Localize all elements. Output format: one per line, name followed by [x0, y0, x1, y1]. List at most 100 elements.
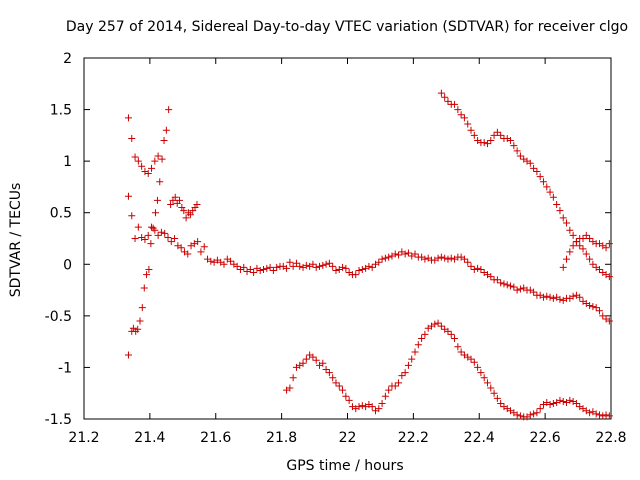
data-point — [256, 266, 264, 274]
data-point — [391, 382, 399, 390]
data-point — [447, 254, 455, 262]
data-point — [480, 139, 488, 147]
data-point — [549, 294, 557, 302]
y-tick-labels: -1.5 -1 -0.5 0 0.5 1 1.5 2 — [45, 51, 72, 428]
x-tick-labels: 21.2 21.4 21.6 21.8 22 22.2 22.4 22.6 22.8 — [68, 430, 626, 446]
data-point — [381, 392, 389, 400]
data-point — [579, 235, 587, 242]
data-point — [167, 200, 175, 208]
data-point — [395, 379, 403, 387]
x-tick-label: 22 — [339, 430, 357, 446]
series-0 — [124, 192, 613, 325]
data-point — [164, 233, 172, 241]
data-point — [182, 214, 190, 222]
data-point — [444, 255, 452, 263]
data-point — [385, 253, 393, 261]
data-point — [460, 114, 468, 122]
data-point — [260, 265, 268, 273]
data-point — [124, 351, 132, 359]
data-point — [566, 226, 574, 234]
data-point — [572, 400, 580, 408]
data-point — [144, 231, 152, 239]
data-point — [322, 365, 330, 373]
data-point — [582, 231, 590, 239]
data-point — [240, 263, 248, 271]
data-point — [329, 374, 337, 382]
data-point — [516, 152, 524, 160]
data-point — [180, 207, 188, 215]
data-point — [171, 235, 179, 242]
data-point — [441, 93, 449, 101]
data-point — [269, 266, 277, 274]
data-point — [151, 157, 159, 165]
series-4 — [437, 89, 613, 281]
data-point — [451, 100, 459, 108]
data-point — [157, 228, 165, 236]
data-point — [464, 120, 472, 128]
data-point — [526, 411, 534, 419]
data-point — [513, 411, 521, 419]
data-point — [375, 258, 383, 266]
data-point — [401, 369, 409, 377]
data-point — [605, 412, 613, 420]
data-point — [595, 265, 603, 273]
data-point — [339, 386, 347, 394]
data-point — [266, 263, 274, 271]
data-point — [375, 405, 383, 413]
data-point — [563, 255, 571, 263]
data-point — [207, 257, 215, 265]
data-point — [358, 265, 366, 273]
x-axis-label: GPS time / hours — [286, 458, 403, 474]
data-point — [418, 335, 426, 343]
data-point — [263, 264, 271, 272]
data-point — [339, 263, 347, 271]
data-point — [589, 260, 597, 268]
data-point — [493, 128, 501, 136]
data-point — [273, 263, 281, 271]
data-point — [153, 196, 161, 204]
data-point — [325, 259, 333, 267]
data-point — [421, 330, 429, 338]
data-point — [299, 359, 307, 367]
data-point — [147, 240, 155, 248]
data-point — [549, 400, 557, 408]
data-point — [572, 238, 580, 246]
data-point — [154, 231, 162, 239]
data-point — [227, 257, 235, 265]
data-point — [464, 258, 472, 266]
data-point — [309, 353, 317, 361]
data-point — [602, 244, 610, 252]
x-tick-label: 22.2 — [398, 430, 429, 446]
data-point — [156, 178, 164, 186]
data-point — [493, 394, 501, 402]
data-point — [124, 114, 132, 122]
data-point — [586, 409, 594, 417]
data-point — [444, 97, 452, 105]
data-point — [197, 248, 205, 256]
data-point — [589, 303, 597, 311]
data-point — [490, 131, 498, 139]
data-point — [335, 382, 343, 390]
data-point — [530, 288, 538, 296]
data-point — [497, 279, 505, 287]
data-point — [165, 106, 173, 114]
y-tick-label: -1 — [58, 360, 72, 376]
data-point — [186, 211, 194, 219]
data-point — [302, 261, 310, 269]
data-point — [605, 240, 613, 248]
data-point — [316, 262, 324, 270]
data-point — [289, 374, 297, 382]
data-point — [151, 209, 159, 217]
data-point — [162, 126, 170, 134]
data-point — [398, 372, 406, 380]
data-point — [309, 260, 317, 268]
data-point — [470, 265, 478, 273]
data-point — [322, 260, 330, 268]
data-point — [556, 295, 564, 303]
data-point — [220, 260, 228, 268]
data-point — [474, 264, 482, 272]
data-point — [128, 212, 136, 220]
data-point — [319, 261, 327, 269]
data-point — [154, 152, 162, 160]
data-point — [582, 250, 590, 258]
